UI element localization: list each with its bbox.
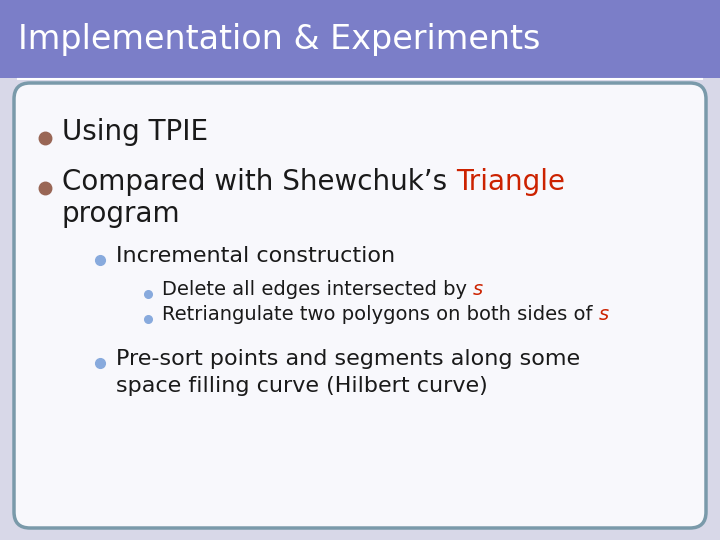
FancyBboxPatch shape [14, 83, 706, 528]
Text: Implementation & Experiments: Implementation & Experiments [18, 23, 541, 56]
Text: Using TPIE: Using TPIE [62, 118, 208, 146]
Text: Retriangulate two polygons on both sides of: Retriangulate two polygons on both sides… [162, 305, 599, 324]
Text: s: s [599, 305, 609, 324]
Text: Compared with Shewchuk’s: Compared with Shewchuk’s [62, 168, 456, 196]
Text: Delete all edges intersected by: Delete all edges intersected by [162, 280, 473, 299]
Text: Pre-sort points and segments along some: Pre-sort points and segments along some [116, 349, 580, 369]
Text: program: program [62, 200, 181, 228]
Text: s: s [473, 280, 483, 299]
Text: space filling curve (Hilbert curve): space filling curve (Hilbert curve) [116, 376, 487, 396]
Bar [0, 0, 720, 78]
Text: Triangle: Triangle [456, 168, 565, 196]
Text: Incremental construction: Incremental construction [116, 246, 395, 266]
